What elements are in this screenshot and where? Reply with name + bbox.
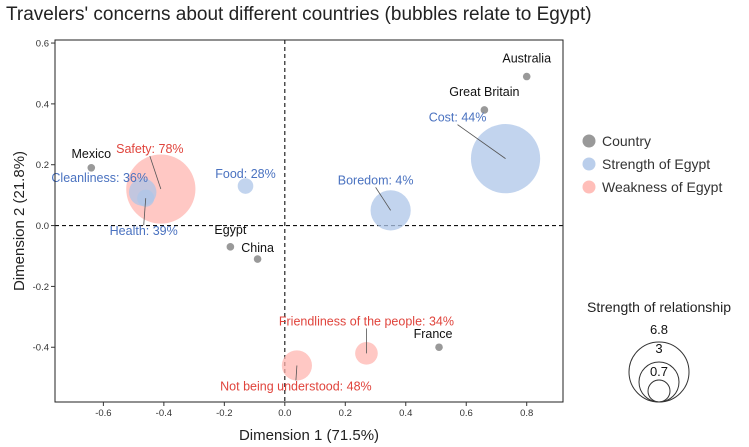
y-tick-label: 0.6 <box>36 39 49 50</box>
point-label: Great Britain <box>449 85 519 99</box>
size-legend: Strength of relationship 6.8 3 0.7 <box>587 299 731 403</box>
point-label: France <box>414 327 453 341</box>
point-label: Safety: 78% <box>116 142 183 156</box>
point-label: Egypt <box>214 223 246 237</box>
y-tick-label: 0.0 <box>36 221 49 232</box>
point-label: Not being understood: 48% <box>220 379 372 393</box>
label-connectors <box>143 124 506 381</box>
point-label: China <box>241 241 274 255</box>
y-tick-label: -0.2 <box>33 282 49 293</box>
country-point <box>87 163 96 172</box>
country-point <box>435 343 443 352</box>
size-legend-value: 0.7 <box>650 364 668 379</box>
label-connector <box>457 124 506 159</box>
x-tick-label: -0.4 <box>156 408 172 419</box>
legend-swatch <box>582 157 596 171</box>
legend-label: Country <box>602 133 651 149</box>
y-tick-label: 0.2 <box>36 160 49 171</box>
point-label: Cost: 44% <box>429 111 487 125</box>
point-labels: Australia Great Britain Mexico Egypt China Fr… <box>51 52 551 394</box>
reference-lines <box>55 40 563 402</box>
label-connector <box>375 187 391 211</box>
y-axis-title: Dimension 2 (21.8%) <box>11 151 28 291</box>
x-tick-label: -0.2 <box>216 408 232 419</box>
label-connector <box>149 155 162 190</box>
size-legend-title: Strength of relationship <box>587 299 731 315</box>
x-axis-title: Dimension 1 (71.5%) <box>239 427 379 444</box>
size-legend-value: 3 <box>655 341 662 356</box>
chart-title: Travelers' concerns about different coun… <box>6 4 592 25</box>
point-label: Friendliness of the people: 34% <box>279 314 454 328</box>
size-legend-circle <box>647 379 671 403</box>
legend-label: Strength of Egypt <box>602 156 710 172</box>
y-tick-label: 0.4 <box>36 99 49 110</box>
x-tick-label: -0.6 <box>95 408 111 419</box>
legend-swatch <box>582 134 596 148</box>
x-tick-label: 0.0 <box>278 408 291 419</box>
strength-bubble <box>237 178 254 194</box>
x-tick-label: 0.2 <box>339 408 352 419</box>
y-axis: -0.4 -0.2 0.0 0.2 0.4 0.6 <box>33 39 55 354</box>
point-label: Food: 28% <box>215 167 275 181</box>
country-point <box>226 243 235 251</box>
label-connector <box>143 198 147 226</box>
y-tick-label: -0.4 <box>33 343 49 354</box>
x-axis: -0.6 -0.4 -0.2 0.0 0.2 0.4 0.6 0.8 <box>95 402 533 419</box>
plot-area <box>55 40 563 402</box>
point-label: Health: 39% <box>110 224 178 238</box>
label-connector <box>295 365 298 381</box>
legend-label: Weakness of Egypt <box>602 179 722 195</box>
point-label: Mexico <box>71 147 111 161</box>
size-legend-value: 6.8 <box>650 322 668 337</box>
legend-swatch <box>582 180 596 194</box>
point-label: Australia <box>502 52 551 66</box>
point-label: Cleanliness: 36% <box>51 171 148 185</box>
x-tick-label: 0.6 <box>460 408 473 419</box>
plot-border <box>54 39 564 403</box>
legend: Country Strength of Egypt Weakness of Egyp… <box>582 133 722 195</box>
country-point <box>522 72 531 81</box>
x-tick-label: 0.8 <box>520 408 533 419</box>
x-tick-label: 0.4 <box>399 408 412 419</box>
point-label: Boredom: 4% <box>338 173 414 187</box>
country-point <box>253 255 262 263</box>
country-point <box>480 106 489 114</box>
